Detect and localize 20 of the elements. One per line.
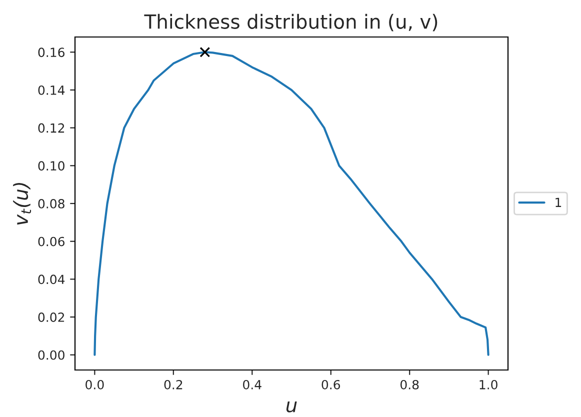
- y-tick-label: 0.10: [38, 161, 64, 171]
- x-tick-label: 0.0: [86, 380, 104, 390]
- line-series: [94, 51, 490, 356]
- x-axis-title: u: [286, 402, 297, 412]
- x-tick-label: 0.4: [243, 380, 262, 390]
- x-tick-label: 1.0: [480, 380, 498, 390]
- y-tick-label: 0.06: [38, 236, 64, 246]
- y-tick-label: 0.00: [38, 350, 64, 360]
- y-tick-label: 0.02: [38, 312, 64, 322]
- chart-title: Thickness distribution in (u, v): [144, 14, 438, 32]
- x-tick-label: 0.8: [400, 380, 419, 390]
- y-axis-title: v$_{t}$(u): [13, 182, 32, 225]
- y-tick-label: 0.08: [38, 198, 64, 208]
- y-tick-label: 0.14: [38, 85, 65, 95]
- x-tick-label: 0.2: [164, 380, 182, 390]
- y-tick-label: 0.12: [38, 123, 64, 133]
- x-tick-label: 0.6: [322, 380, 340, 390]
- y-tick-label: 0.04: [38, 274, 65, 284]
- legend-label: 1: [556, 198, 562, 207]
- y-tick-label: 0.16: [38, 48, 64, 58]
